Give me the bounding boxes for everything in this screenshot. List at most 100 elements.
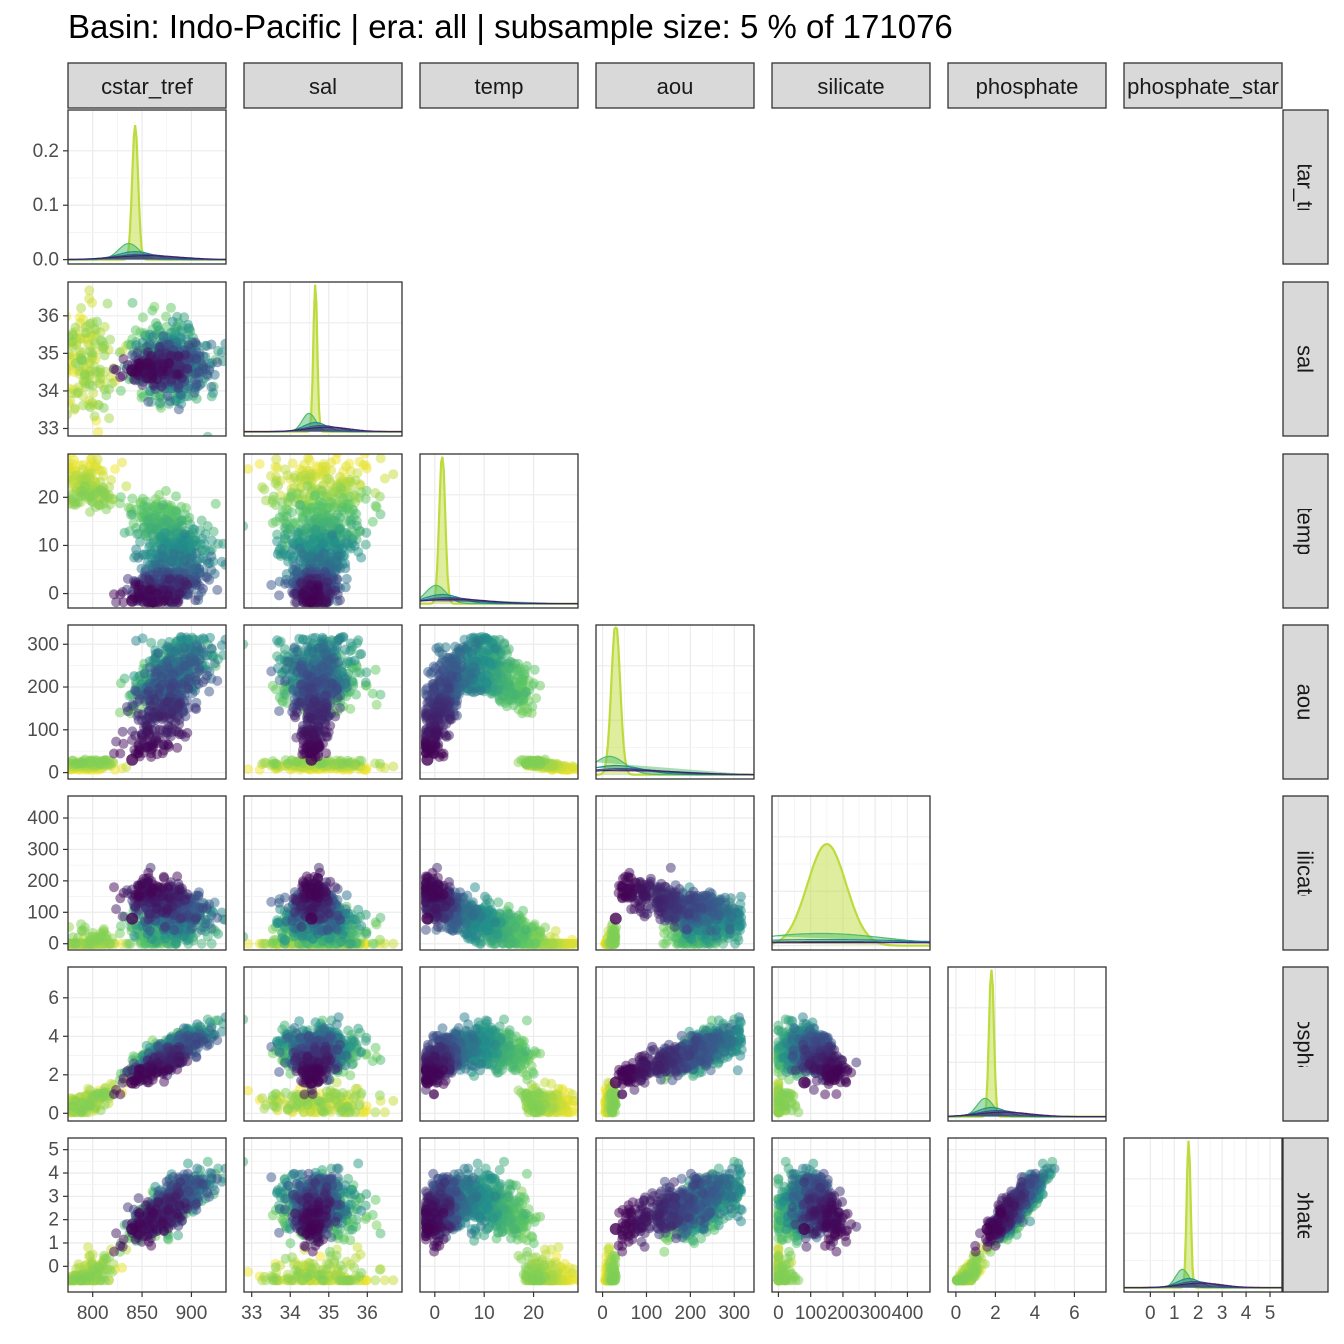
scatter-point bbox=[157, 381, 167, 392]
scatter-point bbox=[138, 597, 149, 608]
scatter-point bbox=[198, 360, 208, 371]
panel-border bbox=[67, 109, 227, 265]
scatter-point bbox=[183, 323, 194, 334]
reference-point bbox=[126, 753, 139, 766]
scatter-point bbox=[360, 677, 371, 688]
scatter-point bbox=[142, 502, 153, 513]
scatter-point bbox=[266, 666, 277, 677]
scatter-point bbox=[375, 454, 386, 464]
scatter-point bbox=[337, 502, 348, 513]
scatter-point bbox=[367, 688, 378, 699]
scatter-point bbox=[304, 538, 315, 549]
scatter-point bbox=[267, 495, 278, 506]
scatter-point bbox=[337, 485, 348, 496]
scatter-point bbox=[68, 330, 78, 340]
scatter-point bbox=[163, 358, 174, 369]
scatter-point bbox=[351, 689, 362, 700]
scatter-point bbox=[212, 584, 223, 595]
scatter-point bbox=[527, 701, 538, 712]
scatter-point bbox=[172, 742, 183, 753]
panel-marks bbox=[244, 454, 399, 608]
scatter-point bbox=[130, 686, 141, 697]
panel-background bbox=[244, 282, 402, 436]
scatter-point bbox=[206, 565, 217, 576]
scatter-point bbox=[293, 527, 304, 538]
scatter-point bbox=[374, 758, 385, 769]
panel-marks bbox=[420, 456, 578, 605]
scatter-point bbox=[274, 590, 285, 601]
scatter-point bbox=[171, 491, 181, 502]
scatter-point bbox=[327, 529, 338, 540]
scatter-point bbox=[309, 491, 320, 502]
scatter-point bbox=[101, 390, 112, 401]
scatter-point bbox=[270, 478, 281, 489]
scatter-point bbox=[316, 660, 327, 671]
scatter-point bbox=[172, 597, 183, 608]
scatter-point bbox=[281, 664, 292, 675]
y-tick-label: 0.1 bbox=[33, 195, 59, 216]
scatter-point bbox=[206, 535, 217, 546]
scatter-point bbox=[272, 536, 283, 547]
scatter-point bbox=[332, 683, 343, 694]
scatter-point bbox=[370, 500, 381, 511]
scatter-point bbox=[374, 491, 385, 502]
scatter-point bbox=[197, 533, 208, 544]
scatter-point bbox=[529, 664, 540, 675]
scatter-point bbox=[302, 703, 313, 714]
scatter-point bbox=[356, 649, 367, 659]
scatter-point bbox=[131, 635, 142, 646]
panel-marks bbox=[244, 631, 399, 775]
scatter-point bbox=[115, 385, 126, 396]
scatter-point bbox=[317, 539, 328, 550]
scatter-point bbox=[121, 481, 132, 492]
scatter-point bbox=[155, 391, 166, 401]
scatter-point bbox=[308, 655, 319, 666]
scatter-point bbox=[173, 351, 184, 362]
scatter-point bbox=[162, 391, 173, 401]
scatter-point bbox=[155, 398, 166, 408]
scatter-point bbox=[126, 509, 136, 520]
scatter-point bbox=[375, 509, 386, 520]
scatter-point bbox=[341, 573, 352, 584]
scatter-point bbox=[279, 644, 290, 655]
scatter-point bbox=[320, 727, 331, 738]
scatter-point bbox=[567, 761, 578, 772]
chart-title: Basin: Indo-Pacific | era: all | subsamp… bbox=[68, 8, 953, 45]
scatter-point bbox=[99, 350, 110, 361]
scatter-point bbox=[182, 580, 193, 590]
scatter-point bbox=[206, 551, 217, 562]
scatter-point bbox=[388, 469, 399, 480]
panel-aou-vs-sal bbox=[243, 624, 403, 780]
scatter-point bbox=[313, 580, 324, 591]
scatter-point bbox=[244, 639, 249, 650]
scatter-point bbox=[332, 574, 343, 585]
scatter-point bbox=[119, 527, 130, 538]
scatter-point bbox=[191, 379, 202, 390]
y-tick-label: 36 bbox=[38, 306, 59, 327]
scatter-point bbox=[152, 588, 163, 599]
scatter-point bbox=[280, 688, 291, 699]
scatter-point bbox=[173, 404, 184, 415]
scatter-point bbox=[115, 372, 126, 383]
scatter-point bbox=[98, 756, 109, 767]
scatter-point bbox=[388, 761, 399, 772]
panel-marks bbox=[68, 285, 226, 436]
scatter-point bbox=[332, 551, 343, 562]
scatter-point bbox=[228, 549, 238, 559]
scatter-point bbox=[210, 498, 221, 509]
scatter-point bbox=[68, 349, 75, 360]
scatter-point bbox=[302, 481, 313, 492]
scatter-point bbox=[371, 699, 382, 710]
scatter-point bbox=[212, 357, 223, 368]
scatter-point bbox=[272, 549, 283, 560]
scatter-point bbox=[294, 500, 305, 511]
scatter-point bbox=[281, 550, 292, 561]
scatter-point bbox=[127, 297, 138, 308]
scatter-point bbox=[95, 335, 106, 346]
scatter-point bbox=[98, 402, 109, 413]
scatter-point bbox=[277, 497, 288, 508]
scatter-point bbox=[76, 485, 87, 496]
scatter-point bbox=[272, 635, 283, 646]
scatter-point bbox=[244, 464, 254, 474]
